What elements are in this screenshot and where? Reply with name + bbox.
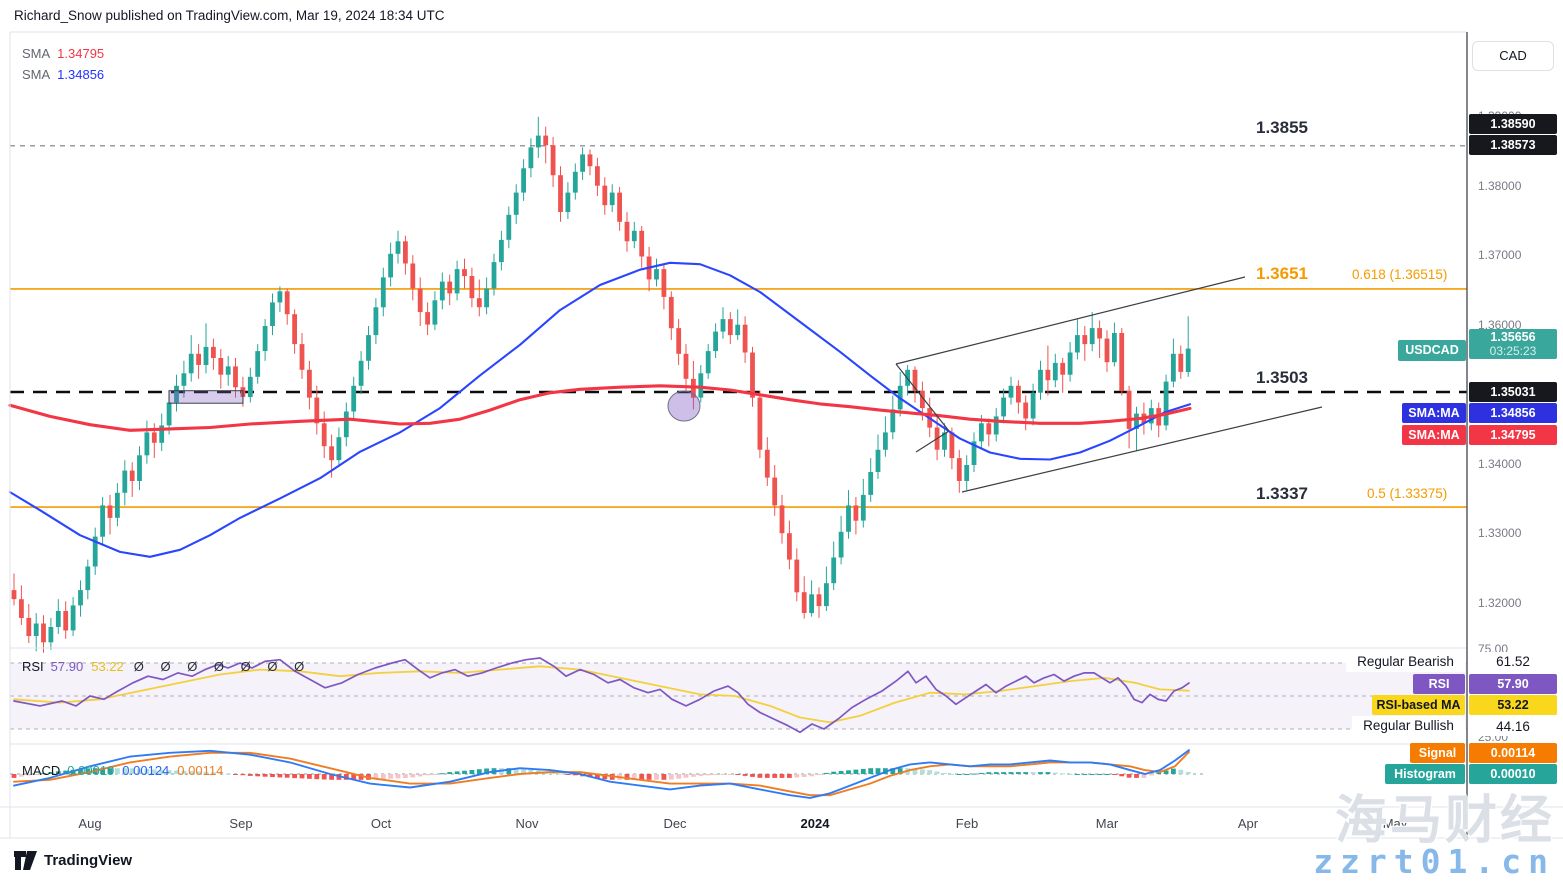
- price-tick-1.34000: 1.34000: [1478, 457, 1522, 471]
- rsi-legend-label: RSI: [22, 659, 44, 674]
- month-label-Aug: Aug: [78, 816, 102, 831]
- symbol-badge: USDCAD: [1398, 340, 1466, 361]
- pivot-level-label: 1.3503: [1256, 368, 1308, 387]
- last-price-value: 1.35656: [1490, 330, 1536, 344]
- regular-bullish-value: 44.16: [1469, 717, 1557, 736]
- regular-bullish-chip: Regular Bullish: [1352, 716, 1465, 736]
- rsi-divergence-empty-values: Ø Ø Ø Ø Ø Ø Ø: [133, 659, 308, 674]
- sma-fast-legend-label: SMA: [22, 46, 51, 61]
- price-tick-1.37000: 1.37000: [1478, 248, 1522, 262]
- histogram-chip-value: 0.00010: [1469, 764, 1557, 784]
- sma-fast-legend-row[interactable]: SMA 1.34795: [22, 46, 104, 61]
- axis-badge-high: 1.38590: [1469, 114, 1557, 134]
- sma-slow-axis-value: 1.34856: [1469, 403, 1557, 423]
- price-tick-1.38000: 1.38000: [1478, 179, 1522, 193]
- axis-badge-resistance: 1.38573: [1469, 135, 1557, 155]
- fib618-ratio-label: 0.618 (1.36515): [1352, 267, 1448, 282]
- sma-slow-legend-label: SMA: [22, 67, 51, 82]
- currency-unit-button[interactable]: CAD: [1472, 41, 1554, 71]
- macd-signal-legend-value: 0.00114: [177, 763, 224, 778]
- price-tick-1.33000: 1.33000: [1478, 526, 1522, 540]
- month-label-Sep: Sep: [229, 816, 253, 831]
- axis-badge-pivot: 1.35031: [1469, 382, 1557, 402]
- macd-legend-label: MACD: [22, 763, 61, 778]
- resistance-level-label: 1.3855: [1256, 118, 1308, 137]
- fib618-level-label: 1.3651: [1256, 264, 1308, 283]
- tradingview-logo-icon[interactable]: [14, 851, 38, 870]
- publish-header: Richard_Snow published on TradingView.co…: [14, 8, 445, 23]
- sma-slow-axis-label: SMA:MA: [1402, 403, 1466, 423]
- month-label-2024: 2024: [800, 816, 830, 831]
- month-label-Feb: Feb: [955, 816, 979, 831]
- rsi-chip: RSI: [1413, 674, 1465, 694]
- fib50-ratio-label: 0.5 (1.33375): [1367, 486, 1448, 501]
- watermark-line1: 海马财经: [1334, 792, 1555, 850]
- sma-slow-legend-row[interactable]: SMA 1.34856: [22, 67, 104, 82]
- regular-bearish-chip: Regular Bearish: [1346, 652, 1465, 672]
- rsi-ma-chip-value: 53.22: [1469, 695, 1557, 715]
- time-axis-scale[interactable]: Aug Sep Oct Nov Dec 2024 Feb Mar Apr May: [0, 808, 1563, 838]
- rsi-legend-row[interactable]: RSI 57.90 53.22 Ø Ø Ø Ø Ø Ø Ø: [22, 659, 307, 674]
- macd-legend-value: 0.00124: [122, 763, 170, 778]
- sma-fast-axis-value: 1.34795: [1469, 425, 1557, 445]
- regular-bearish-value: 61.52: [1469, 652, 1557, 671]
- price-tick-1.36000: 1.36000: [1478, 318, 1522, 332]
- rsi-legend-value: 57.90: [50, 659, 84, 674]
- sma-fast-axis-label: SMA:MA: [1402, 425, 1466, 445]
- price-tick-1.32000: 1.32000: [1478, 596, 1522, 610]
- month-label-Dec: Dec: [663, 816, 687, 831]
- histogram-chip: Histogram: [1385, 764, 1465, 784]
- watermark-line2: zzrt01.cn: [1313, 842, 1555, 881]
- month-label-Nov: Nov: [515, 816, 539, 831]
- rsi-chip-value: 57.90: [1469, 674, 1557, 694]
- month-label-May: May: [1382, 816, 1408, 831]
- macd-legend-row[interactable]: MACD 0.00010 0.00124 0.00114: [22, 763, 223, 778]
- bar-countdown: 03:25:23: [1489, 344, 1537, 358]
- tradingview-wordmark[interactable]: TradingView: [44, 852, 133, 869]
- signal-chip-value: 0.00114: [1469, 743, 1557, 763]
- sma-fast-legend-value: 1.34795: [57, 46, 105, 61]
- month-label-Mar: Mar: [1095, 816, 1119, 831]
- month-label-Oct: Oct: [370, 816, 392, 831]
- rsi-ma-chip: RSI-based MA: [1372, 695, 1465, 715]
- signal-chip: Signal: [1410, 743, 1465, 763]
- support-level-label: 1.3337: [1256, 484, 1308, 503]
- rsi-ma-legend-value: 53.22: [91, 659, 124, 674]
- macd-hist-legend-value: 0.00010: [67, 763, 115, 778]
- month-label-Apr: Apr: [1237, 816, 1259, 831]
- last-price-badge: 1.35656 03:25:23: [1469, 329, 1557, 359]
- sma-slow-legend-value: 1.34856: [57, 67, 105, 82]
